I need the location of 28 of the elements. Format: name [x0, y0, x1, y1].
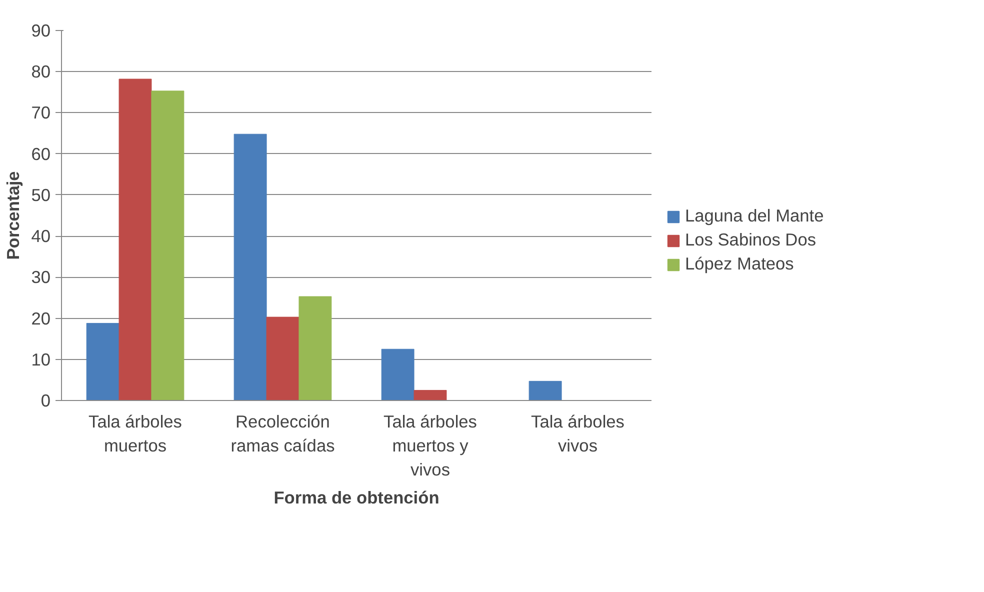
y-tick-label: 30 — [31, 267, 51, 288]
legend-label: Laguna del Mante — [685, 206, 824, 226]
bar — [86, 322, 120, 400]
y-tick-label: 10 — [31, 349, 51, 370]
x-tick-label: Tala árboles vivos — [531, 412, 625, 456]
bar — [528, 380, 562, 400]
bar — [266, 316, 300, 400]
y-tick-label: 0 — [40, 390, 51, 410]
bar — [151, 90, 184, 400]
y-tick-label: 70 — [31, 102, 51, 123]
legend-label: Los Sabinos Dos — [685, 230, 816, 250]
legend-label: López Mateos — [685, 254, 794, 274]
y-tick-label: 60 — [31, 144, 51, 164]
y-tick-label: 90 — [31, 20, 51, 40]
x-tick-label: Recolección ramas caídas — [230, 412, 336, 456]
x-tick-label: Tala árboles muertos — [88, 412, 182, 456]
bar — [381, 348, 414, 400]
y-axis-title: Porcentaje — [3, 170, 24, 260]
bar — [298, 296, 332, 400]
bar — [234, 134, 267, 400]
y-tick-label: 50 — [31, 184, 51, 205]
x-axis-title: Forma de obtención — [274, 488, 440, 508]
bar — [118, 78, 152, 400]
bar — [414, 390, 447, 400]
y-tick-label: 80 — [31, 62, 51, 82]
y-tick-label: 20 — [31, 308, 51, 328]
y-tick-label: 40 — [31, 226, 51, 246]
x-tick-label: Tala árboles muertos y vivos — [384, 412, 478, 480]
